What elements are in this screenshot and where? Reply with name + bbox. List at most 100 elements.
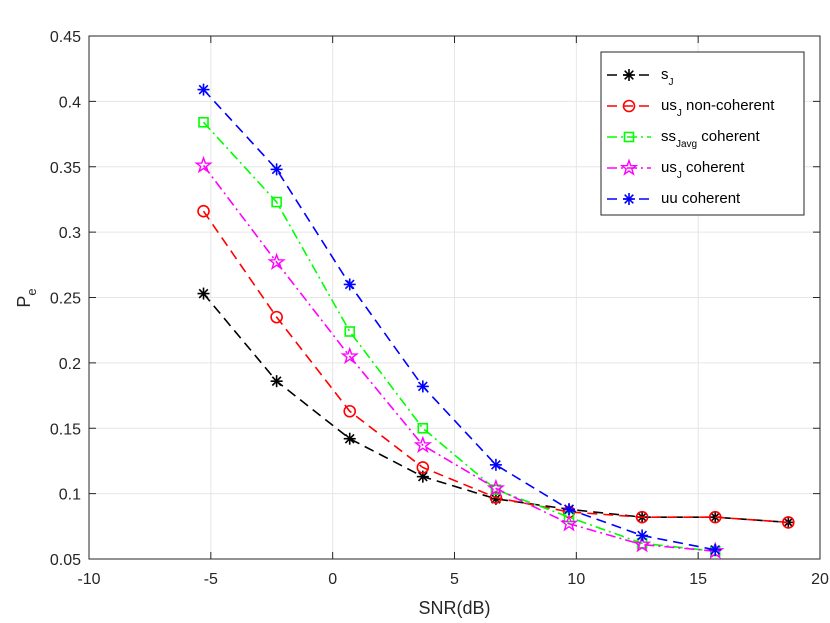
data-point — [270, 163, 283, 176]
star-marker — [486, 478, 506, 497]
legend-entry: sJ — [607, 66, 674, 88]
circle-marker — [416, 461, 430, 474]
x-tick-label: 15 — [689, 571, 707, 588]
legend-label-sub: J — [669, 77, 674, 88]
data-point — [416, 470, 429, 483]
star-marker — [413, 435, 432, 454]
legend-box — [600, 51, 805, 216]
data-point — [623, 69, 635, 81]
circle-marker — [782, 516, 795, 529]
square-marker — [271, 196, 282, 208]
legend-label-main: s — [661, 66, 669, 83]
data-point — [416, 380, 429, 393]
legend-label-sub: J — [677, 170, 682, 181]
y-tick-label: 0.2 — [59, 356, 81, 373]
asterisk-stroke — [624, 194, 634, 204]
square-marker — [417, 422, 429, 434]
y-tick-label: 0.15 — [50, 421, 81, 438]
data-point — [416, 461, 430, 474]
series-line — [202, 164, 716, 552]
data-point — [623, 131, 635, 143]
x-axis-label: SNR(dB) — [418, 598, 490, 618]
data-point — [623, 193, 635, 205]
data-point — [343, 404, 357, 418]
y-tick-label: 0.3 — [59, 225, 81, 242]
asterisk-stroke — [710, 544, 721, 555]
star-marker — [340, 346, 359, 365]
x-tick-label: -5 — [204, 571, 218, 588]
tick-labels: -10 -5 0 5 10 15 20 0.05 0.1 0.15 0.2 0.25 0.3 0.35 0.… — [50, 29, 829, 588]
legend-label-sub: J — [677, 108, 682, 119]
star-marker — [559, 514, 579, 532]
data-point — [270, 375, 283, 388]
data-point — [417, 422, 429, 434]
asterisk-stroke — [417, 381, 428, 392]
circle-marker — [635, 510, 649, 524]
data-point — [197, 287, 210, 300]
data-point — [271, 196, 282, 208]
star-marker — [194, 155, 213, 174]
asterisk-stroke — [417, 471, 428, 482]
circle-marker — [622, 99, 636, 113]
asterisk-stroke — [198, 84, 209, 95]
square-marker — [623, 131, 635, 143]
data-point — [559, 514, 579, 532]
y-tick-label: 0.45 — [50, 29, 81, 46]
data-point — [343, 432, 356, 445]
y-tick-label: 0.4 — [59, 94, 81, 111]
asterisk-stroke — [564, 504, 574, 515]
star-marker — [632, 534, 652, 553]
legend-label-rest: coherent — [697, 128, 760, 145]
legend-label: uu coherent — [661, 190, 741, 207]
ticks — [88, 35, 821, 560]
asterisk-stroke — [271, 376, 282, 387]
y-axis-label-main: P — [14, 296, 34, 308]
y-axis-label: Pe — [14, 288, 39, 307]
asterisk-stroke — [271, 164, 282, 175]
data-point — [343, 278, 356, 291]
data-point — [197, 83, 210, 96]
x-tick-label: 20 — [811, 571, 829, 588]
x-tick-label: 5 — [450, 571, 459, 588]
legend-label-sub: Javg — [676, 139, 697, 150]
legend-entry: usJ non-coherent — [607, 97, 775, 119]
asterisk-stroke — [637, 530, 648, 541]
series-line — [202, 121, 716, 552]
series-4 — [194, 155, 725, 559]
y-tick-label: 0.25 — [50, 291, 81, 308]
y-axis-label-sub: e — [24, 288, 39, 295]
legend-label-rest: coherent — [678, 190, 741, 207]
data-point — [194, 155, 213, 174]
data-point — [632, 534, 652, 553]
legend-label-main: us — [661, 159, 677, 176]
legend-entry: uu coherent — [607, 190, 741, 207]
data-point — [197, 204, 210, 218]
x-tick-label: 10 — [567, 571, 585, 588]
legend-label-main: uu — [661, 190, 678, 207]
asterisk-stroke — [624, 70, 634, 80]
series-5 — [197, 83, 722, 556]
data-point — [709, 543, 722, 556]
data-point — [198, 116, 209, 128]
legend-label: sJ — [661, 66, 674, 88]
star-marker — [267, 252, 286, 270]
x-tick-label: 0 — [328, 571, 337, 588]
data-point — [270, 310, 283, 324]
x-tick-label: -10 — [77, 571, 100, 588]
legend-label-rest: coherent — [682, 159, 745, 176]
y-tick-label: 0.1 — [59, 487, 81, 504]
data-point — [344, 326, 356, 337]
series-layer — [194, 83, 795, 559]
data-point — [636, 529, 649, 542]
legend-entry: ssJavg coherent — [607, 128, 760, 150]
y-tick-label: 0.35 — [50, 160, 81, 177]
data-point — [489, 458, 502, 471]
circle-marker — [343, 404, 357, 418]
asterisk-stroke — [783, 517, 794, 528]
legend-label-rest: non-coherent — [682, 97, 775, 114]
data-point — [486, 478, 506, 497]
data-point — [622, 99, 636, 113]
square-marker — [344, 326, 356, 337]
